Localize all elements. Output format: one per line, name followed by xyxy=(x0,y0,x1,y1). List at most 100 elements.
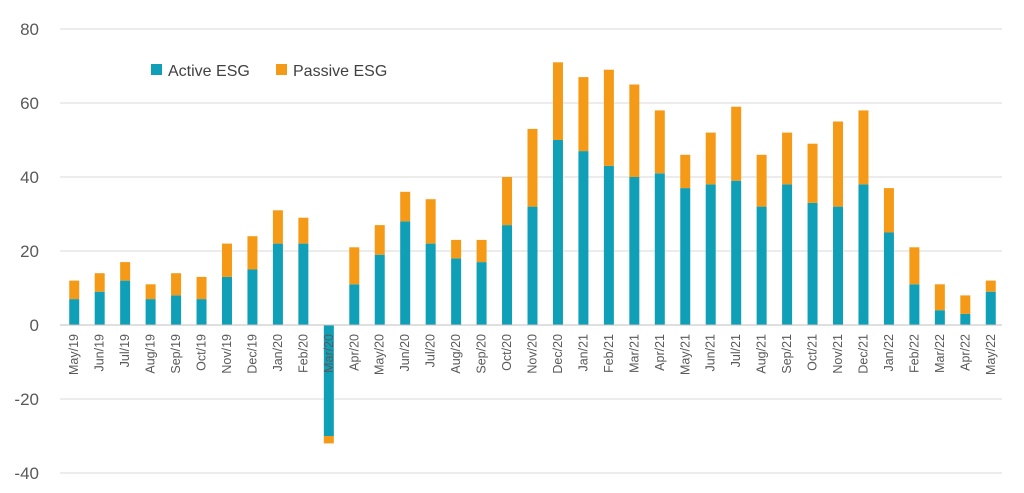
bar-active-esg xyxy=(756,206,767,325)
bar-passive-esg xyxy=(756,154,767,207)
bar-passive-esg xyxy=(451,239,462,259)
x-tick-label: Dec/21 xyxy=(856,334,870,374)
x-tick-label: Apr/21 xyxy=(653,334,667,371)
x-tick-label: Oct/21 xyxy=(806,334,820,371)
x-tick-label: May/19 xyxy=(67,334,81,375)
x-tick-label: Jun/20 xyxy=(398,334,412,372)
bar-active-esg xyxy=(502,225,513,325)
bar-active-esg xyxy=(731,180,742,325)
bar-active-esg xyxy=(120,280,131,325)
bar-active-esg xyxy=(833,206,844,325)
bar-passive-esg xyxy=(960,295,971,314)
x-tick-label: May/20 xyxy=(373,334,387,375)
bar-active-esg xyxy=(680,188,691,325)
bar-active-esg xyxy=(69,299,80,325)
bar-passive-esg xyxy=(374,225,385,255)
bar-passive-esg xyxy=(400,191,411,222)
bar-passive-esg xyxy=(552,62,563,140)
bar-passive-esg xyxy=(69,280,80,300)
x-tick-label: Apr/22 xyxy=(958,334,972,371)
x-tick-label: Sep/20 xyxy=(475,334,489,374)
x-tick-label: Jul/20 xyxy=(424,334,438,367)
bar-active-esg xyxy=(323,325,334,436)
legend: Active ESG Passive ESG xyxy=(151,63,387,80)
bar-passive-esg xyxy=(247,236,258,270)
bar-active-esg xyxy=(196,299,207,325)
y-tick-label: 60 xyxy=(20,94,39,113)
bar-passive-esg xyxy=(425,199,436,244)
bar-passive-esg xyxy=(120,262,131,281)
bar-passive-esg xyxy=(476,239,487,263)
bar-active-esg xyxy=(578,151,589,325)
bar-passive-esg xyxy=(705,132,716,185)
x-tick-label: Sep/19 xyxy=(169,334,183,374)
bar-passive-esg xyxy=(934,284,945,311)
y-tick-label: 80 xyxy=(20,20,39,39)
legend-label-active-esg: Active ESG xyxy=(168,63,250,80)
bar-passive-esg xyxy=(883,188,894,233)
bar-active-esg xyxy=(298,243,309,325)
bar-active-esg xyxy=(782,184,793,325)
x-tick-label: Feb/22 xyxy=(907,334,921,373)
x-tick-label: Dec/19 xyxy=(245,334,259,374)
y-tick-label: -40 xyxy=(14,464,39,483)
x-tick-label: Feb/20 xyxy=(296,334,310,373)
x-tick-label: Aug/20 xyxy=(449,334,463,374)
bar-active-esg xyxy=(171,295,182,325)
bar-passive-esg xyxy=(782,132,793,185)
bars xyxy=(69,62,996,444)
bar-passive-esg xyxy=(349,247,360,285)
bar-passive-esg xyxy=(985,280,996,292)
legend-swatch-passive-esg xyxy=(276,64,287,75)
bar-passive-esg xyxy=(502,177,513,226)
legend-label-passive-esg: Passive ESG xyxy=(293,63,387,80)
bar-active-esg xyxy=(654,173,665,325)
x-tick-label: Aug/19 xyxy=(144,334,158,374)
bar-passive-esg xyxy=(94,273,105,292)
bar-passive-esg xyxy=(654,110,665,174)
x-tick-label: Feb/21 xyxy=(602,334,616,373)
x-tick-label: Jan/22 xyxy=(882,334,896,372)
bar-active-esg xyxy=(145,299,156,325)
bar-active-esg xyxy=(705,184,716,325)
y-tick-label: 0 xyxy=(30,316,39,335)
bar-passive-esg xyxy=(833,121,844,207)
bar-active-esg xyxy=(221,276,232,325)
x-tick-label: Nov/20 xyxy=(526,334,540,374)
bar-active-esg xyxy=(94,291,105,325)
bar-passive-esg xyxy=(527,128,538,207)
bar-active-esg xyxy=(807,202,818,325)
x-tick-label: Jun/19 xyxy=(93,334,107,372)
x-tick-label: Mar/20 xyxy=(322,334,336,373)
bar-passive-esg xyxy=(578,77,589,152)
y-tick-label: -20 xyxy=(14,390,39,409)
bar-passive-esg xyxy=(171,273,182,296)
bar-passive-esg xyxy=(680,154,691,189)
x-tick-label: May/22 xyxy=(984,334,998,375)
bar-passive-esg xyxy=(858,110,869,185)
bar-active-esg xyxy=(858,184,869,325)
x-tick-label: Jan/20 xyxy=(271,334,285,372)
bar-passive-esg xyxy=(731,106,742,181)
x-tick-label: Jan/21 xyxy=(576,334,590,372)
bar-active-esg xyxy=(476,262,487,325)
bar-passive-esg xyxy=(909,247,920,285)
x-tick-label: Mar/21 xyxy=(627,334,641,373)
y-tick-label: 40 xyxy=(20,168,39,187)
bar-active-esg xyxy=(247,269,258,325)
bar-passive-esg xyxy=(272,210,283,244)
bar-active-esg xyxy=(629,177,640,325)
bar-active-esg xyxy=(374,254,385,325)
x-tick-label: Oct/20 xyxy=(500,334,514,371)
bar-passive-esg xyxy=(145,284,156,300)
bar-passive-esg xyxy=(196,276,207,300)
x-tick-label: Nov/19 xyxy=(220,334,234,374)
bar-passive-esg xyxy=(298,217,309,244)
x-tick-label: Sep/21 xyxy=(780,334,794,374)
bar-active-esg xyxy=(349,284,360,325)
y-tick-label: 20 xyxy=(20,242,39,261)
axes: -40 -20 0 20 40 60 80 May/19 Jun/19 Jul/19 Aug/19 S… xyxy=(14,20,1002,483)
bar-active-esg xyxy=(960,313,971,325)
bar-active-esg xyxy=(400,221,411,325)
